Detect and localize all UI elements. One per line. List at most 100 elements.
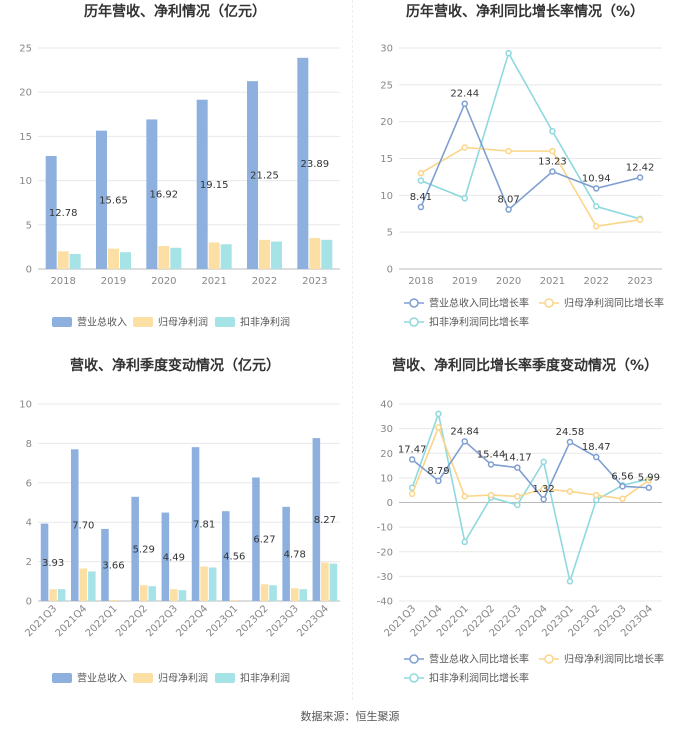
- data-label: 1.32: [533, 484, 555, 495]
- bar-deducted-profit: [88, 571, 96, 601]
- x-tick-label: 2023Q4: [295, 603, 331, 639]
- x-tick-label: 2022: [584, 276, 609, 287]
- y-tick-label: 5: [387, 228, 393, 239]
- bar-net-profit: [321, 562, 329, 601]
- data-point: [593, 203, 600, 210]
- y-tick-label: 6: [26, 478, 32, 489]
- data-point: [435, 424, 442, 431]
- bar-revenue: [297, 57, 309, 269]
- bar-revenue: [282, 506, 290, 601]
- y-tick-label: 10: [380, 191, 393, 202]
- data-point: [505, 49, 512, 57]
- legend-label: 扣非净利润同比增长率: [429, 316, 529, 329]
- legend-marker: [215, 317, 235, 327]
- bar-revenue: [70, 449, 79, 601]
- legend-marker: [544, 654, 554, 664]
- bar-revenue: [221, 511, 230, 601]
- bar-revenue: [40, 523, 49, 601]
- data-label: 19.15: [200, 180, 229, 191]
- data-point: [566, 438, 574, 446]
- data-label: 12.42: [626, 163, 655, 174]
- chart-title: 营收、净利季度变动情况（亿元）: [70, 357, 280, 374]
- data-point: [487, 461, 495, 468]
- data-point: [514, 501, 521, 509]
- bar-deducted-profit: [178, 590, 187, 601]
- data-point: [461, 195, 468, 202]
- x-tick-label: 2023Q1: [205, 603, 241, 639]
- series-line: [411, 440, 649, 501]
- data-point: [487, 491, 495, 499]
- bar-revenue: [161, 512, 170, 601]
- data-label: 6.27: [253, 535, 275, 546]
- x-tick-label: 2018: [50, 276, 75, 287]
- x-tick-label: 2019: [101, 276, 126, 287]
- x-tick-label: 2023: [302, 276, 327, 287]
- y-tick-label: -20: [377, 547, 393, 558]
- data-label: 22.44: [450, 89, 479, 100]
- data-label: 15.44: [477, 449, 506, 460]
- data-label: 4.78: [284, 549, 306, 560]
- legend-marker: [52, 673, 72, 683]
- bar-deducted-profit: [271, 241, 282, 269]
- bar-net-profit: [259, 239, 270, 269]
- data-point: [593, 453, 600, 461]
- data-point: [461, 538, 468, 546]
- data-point: [593, 491, 600, 499]
- y-tick-label: 8: [26, 439, 32, 450]
- x-tick-label: 2020: [151, 276, 176, 287]
- data-label: 5.99: [638, 473, 660, 484]
- data-label: 13.23: [538, 157, 567, 168]
- legend-label: 扣非净利润: [240, 316, 290, 329]
- y-tick-label: 10: [19, 176, 32, 187]
- y-tick-label: 25: [19, 44, 32, 55]
- data-point: [540, 458, 547, 466]
- data-label: 21.25: [250, 171, 279, 182]
- data-point: [540, 485, 547, 493]
- chart-title: 历年营收、净利同比增长率情况（%）: [406, 3, 644, 20]
- y-tick-label: 4: [26, 518, 32, 529]
- series-line: [420, 51, 641, 220]
- bar-net-profit: [49, 589, 57, 601]
- data-label: 12.78: [49, 208, 78, 219]
- data-point: [408, 490, 416, 498]
- y-tick-label: 20: [19, 88, 32, 99]
- bar-net-profit: [290, 588, 299, 601]
- bar-deducted-profit: [148, 586, 157, 601]
- bar-net-profit: [170, 589, 178, 601]
- x-tick-label: 2021Q3: [23, 603, 59, 639]
- legend-label: 归母净利润: [158, 316, 208, 329]
- legend-marker: [409, 317, 419, 327]
- data-point: [417, 203, 425, 211]
- series-line: [420, 101, 641, 211]
- data-label: 8.79: [427, 466, 449, 477]
- x-tick-label: 2021Q4: [54, 603, 90, 639]
- bar-revenue: [131, 496, 139, 601]
- bar-revenue: [96, 130, 107, 269]
- chart-title: 营收、净利同比增长率季度变动情况（%）: [392, 357, 658, 374]
- y-tick-label: 30: [380, 44, 393, 55]
- data-point: [505, 206, 512, 213]
- y-tick-label: -40: [377, 597, 393, 608]
- data-point: [593, 185, 600, 192]
- data-point: [645, 477, 653, 484]
- bar-deducted-profit: [269, 585, 277, 601]
- chart-2: 历年营收、净利同比增长率情况（%） 0 5 10 15 20 25 30 2018 2019 202…: [380, 3, 664, 329]
- data-label: 3.93: [42, 558, 64, 569]
- chart-3: 营收、净利季度变动情况（亿元） 0 2 4 6 8 10 2021Q32021Q42022Q1…: [19, 357, 340, 685]
- chart-4: 营收、净利同比增长率季度变动情况（%） -40 -30 -20 -10 0 10 20 30 40…: [377, 357, 664, 685]
- legend-marker: [215, 673, 235, 683]
- legend-marker: [133, 673, 153, 683]
- y-tick-label: -30: [377, 572, 393, 583]
- x-tick-label: 2020: [496, 276, 521, 287]
- bar-deducted-profit: [299, 589, 308, 601]
- data-label: 23.89: [301, 159, 330, 170]
- legend-label: 归母净利润同比增长率: [564, 653, 664, 666]
- bar-revenue: [247, 81, 258, 270]
- x-tick-label: 2023: [627, 276, 652, 287]
- bar-deducted-profit: [120, 252, 131, 269]
- data-label: 24.84: [450, 426, 479, 437]
- legend-marker: [544, 298, 554, 308]
- bar-net-profit: [79, 568, 88, 601]
- data-label: 4.49: [163, 552, 185, 563]
- data-point: [461, 438, 468, 445]
